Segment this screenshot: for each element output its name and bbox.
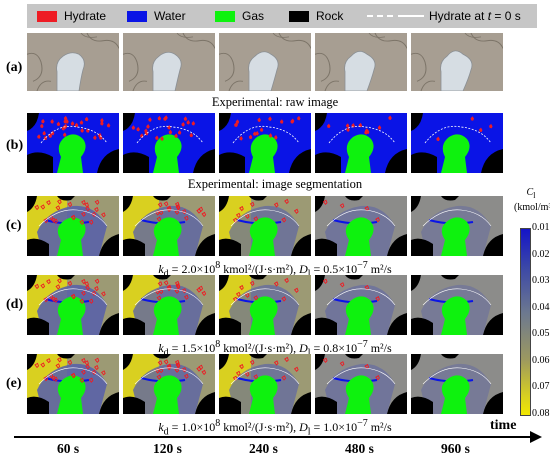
panel-raw-row1-col5	[411, 33, 503, 91]
row-label-a: (a)	[6, 60, 23, 75]
row-label-c: (c)	[6, 218, 22, 233]
legend-gas-label: Gas	[242, 9, 265, 23]
colorbar-tick-label: 0.04	[532, 301, 550, 313]
arrow-right-icon	[530, 431, 542, 443]
caption-raw: Experimental: raw image	[211, 95, 339, 109]
legend-hydrate: Hydrate	[37, 4, 106, 28]
colorbar-tick-label: 0.01	[532, 222, 550, 233]
panel-sim-row4-col2	[123, 275, 215, 335]
row-label-d: (d)	[6, 297, 24, 312]
panel-seg-row2-col2	[123, 113, 215, 173]
panel-sim-row4-col4	[315, 275, 407, 335]
panel-raw-row1-col4	[315, 33, 407, 91]
legend-hydrate-line: Hydrate at t = 0 s	[367, 4, 521, 28]
panel-sim-row3-col4	[315, 196, 407, 256]
legend-bar: Hydrate Water Gas Rock Hydrate at t = 0 …	[27, 4, 537, 28]
param-line-c: kd = 2.0×108 kmol²/(J·s·m²), Dl = 0.5×10…	[158, 260, 392, 280]
legend-water-label: Water	[154, 9, 186, 23]
time-axis-label: time	[490, 418, 517, 433]
colorbar-tick-label: 0.02	[532, 248, 550, 260]
colorbar-tick-label: 0.08	[532, 408, 550, 419]
colorbar-tick-label: 0.05	[532, 328, 550, 340]
colorbar-title: Cl (kmol/m³)	[514, 187, 550, 213]
panel-seg-row2-col3	[219, 113, 311, 173]
panel-sim-row5-col1	[27, 354, 119, 414]
legend-rock-label: Rock	[316, 9, 344, 23]
row-label-e: (e)	[6, 376, 22, 391]
legend-gas: Gas	[215, 4, 264, 28]
time-tick-label: 240 s	[249, 441, 278, 456]
panel-seg-row2-col4	[315, 113, 407, 173]
colorbar-tick-label: 0.06	[532, 354, 550, 366]
legend-water: Water	[127, 4, 186, 28]
rock-swatch	[289, 10, 309, 22]
time-arrow	[14, 436, 534, 438]
panel-seg-row2-col5	[411, 113, 503, 173]
panel-sim-row3-col3	[219, 196, 311, 256]
panel-raw-row1-col3	[219, 33, 311, 91]
time-tick-label: 120 s	[153, 441, 182, 456]
panel-sim-row4-col1	[27, 275, 119, 335]
panel-sim-row4-col3	[219, 275, 311, 335]
panel-seg-row2-col1	[27, 113, 119, 173]
panel-raw-row1-col2	[123, 33, 215, 91]
panel-sim-row4-col5	[411, 275, 503, 335]
legend-hydrate-label: Hydrate	[64, 9, 107, 23]
param-line-e: kd = 1.0×108 kmol²/(J·s·m²), Dl = 1.0×10…	[158, 418, 392, 438]
time-tick-label: 480 s	[345, 441, 374, 456]
panel-sim-row3-col2	[123, 196, 215, 256]
time-tick-label: 60 s	[57, 441, 80, 456]
colorbar-tick-label: 0.03	[532, 275, 550, 287]
param-line-d: kd = 1.5×108 kmol²/(J·s·m²), Dl = 0.8×10…	[158, 339, 392, 359]
colorbar-tick-label: 0.07	[532, 381, 550, 393]
row-label-b: (b)	[6, 138, 24, 153]
caption-segmentation: Experimental: image segmentation	[187, 177, 363, 191]
panel-sim-row3-col5	[411, 196, 503, 256]
panel-sim-row5-col4	[315, 354, 407, 414]
hydrate-swatch	[37, 10, 57, 22]
time-tick-label: 960 s	[441, 441, 470, 456]
water-swatch	[127, 10, 147, 22]
dashed-line-icon	[367, 15, 393, 17]
panel-sim-row3-col1	[27, 196, 119, 256]
legend-rock: Rock	[289, 4, 343, 28]
gas-swatch	[215, 10, 235, 22]
panel-raw-row1-col1	[27, 33, 119, 91]
colorbar	[520, 228, 531, 416]
panel-sim-row5-col2	[123, 354, 215, 414]
solid-line-icon	[398, 15, 424, 17]
panel-sim-row5-col5	[411, 354, 503, 414]
legend-line-label: Hydrate at t = 0 s	[429, 9, 521, 23]
panel-sim-row5-col3	[219, 354, 311, 414]
